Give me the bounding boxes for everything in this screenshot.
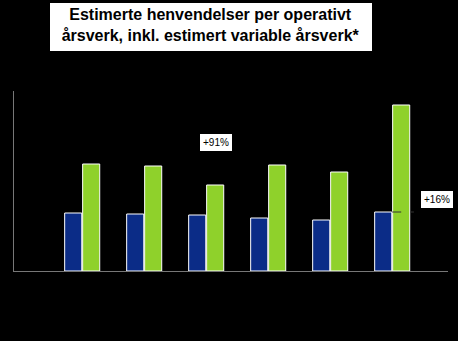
svg-text:+91%: +91% [203,137,229,148]
svg-text:+16%: +16% [424,194,450,205]
svg-text:Estimerte henvendelser per ope: Estimerte henvendelser per operativtårsv… [62,6,360,44]
